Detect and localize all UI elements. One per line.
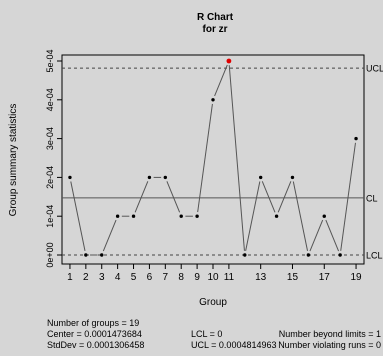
x-tick-label: 15: [287, 272, 299, 283]
x-tick-label: 13: [255, 272, 267, 283]
series-segment: [325, 219, 340, 252]
data-point: [163, 175, 168, 180]
series-segment: [245, 181, 261, 251]
chart-subtitle: for zr: [203, 24, 228, 35]
stat-beyond-limits: Number beyond limits = 1: [279, 329, 381, 339]
series-segment: [292, 181, 309, 251]
data-point: [131, 214, 136, 218]
series-segment: [277, 181, 292, 213]
x-tick-label: 9: [194, 272, 200, 283]
ucl-label: UCL: [366, 64, 383, 74]
x-tick-label: 7: [163, 272, 169, 283]
data-point: [338, 253, 342, 257]
y-tick-label: 1e-04: [45, 205, 55, 228]
plot-frame: [61, 54, 365, 265]
x-tick-label: 8: [178, 272, 184, 283]
data-point: [195, 214, 199, 218]
y-tick-label: 3e-04: [45, 127, 55, 150]
series-segment: [166, 181, 181, 213]
x-tick-label: 2: [83, 272, 89, 283]
series-segment: [134, 181, 149, 213]
y-tick-label: 4e-04: [45, 88, 55, 111]
x-tick-label: 17: [319, 272, 331, 283]
data-point: [100, 253, 104, 257]
x-tick-label: 4: [115, 272, 121, 283]
data-point: [68, 175, 72, 180]
x-tick-label: 5: [131, 272, 137, 283]
data-point: [306, 253, 311, 257]
stat-stddev: StdDev = 0.0001306458: [47, 340, 144, 350]
x-tick-label: 10: [207, 272, 219, 283]
lcl-label: LCL: [366, 251, 383, 261]
y-axis-label: Group summary statistics: [8, 104, 19, 217]
data-point: [84, 253, 88, 257]
x-tick-label: 3: [99, 272, 105, 283]
data-point: [115, 214, 120, 218]
data-point: [354, 136, 358, 141]
y-tick-label: 2e-04: [45, 166, 55, 189]
stat-center: Center = 0.0001473684: [47, 329, 142, 339]
x-tick-label: 1: [67, 272, 73, 283]
series-segment: [228, 65, 245, 251]
series-segment: [214, 64, 228, 97]
stat-groups: Number of groups = 19: [47, 318, 139, 328]
y-tick-label: 5e-04: [45, 49, 55, 72]
data-point: [179, 214, 183, 218]
series-segment: [261, 181, 276, 213]
stat-violating-runs: Number violating runs = 0: [278, 340, 381, 350]
data-point: [211, 98, 215, 102]
data-point: [290, 175, 295, 180]
violation-point: [226, 58, 232, 64]
data-point: [258, 175, 263, 180]
cl-label: CL: [366, 193, 378, 203]
chart-title: R Chart: [197, 12, 234, 23]
stat-lcl: LCL = 0: [191, 329, 222, 339]
series-segment: [309, 219, 324, 252]
series-segment: [197, 103, 213, 213]
x-tick-label: 6: [147, 272, 153, 283]
series-segment: [102, 219, 117, 252]
x-tick-label: 11: [224, 272, 235, 283]
data-point: [274, 214, 279, 218]
stat-ucl: UCL = 0.0004814963: [191, 340, 277, 350]
data-point: [147, 175, 152, 180]
data-point: [243, 253, 247, 257]
data-point: [322, 214, 326, 218]
x-axis-label: Group: [199, 297, 227, 308]
x-tick-label: 19: [350, 272, 362, 283]
series-segment: [70, 181, 86, 251]
series-segment: [340, 142, 356, 251]
y-tick-label: 0e+00: [45, 242, 55, 267]
